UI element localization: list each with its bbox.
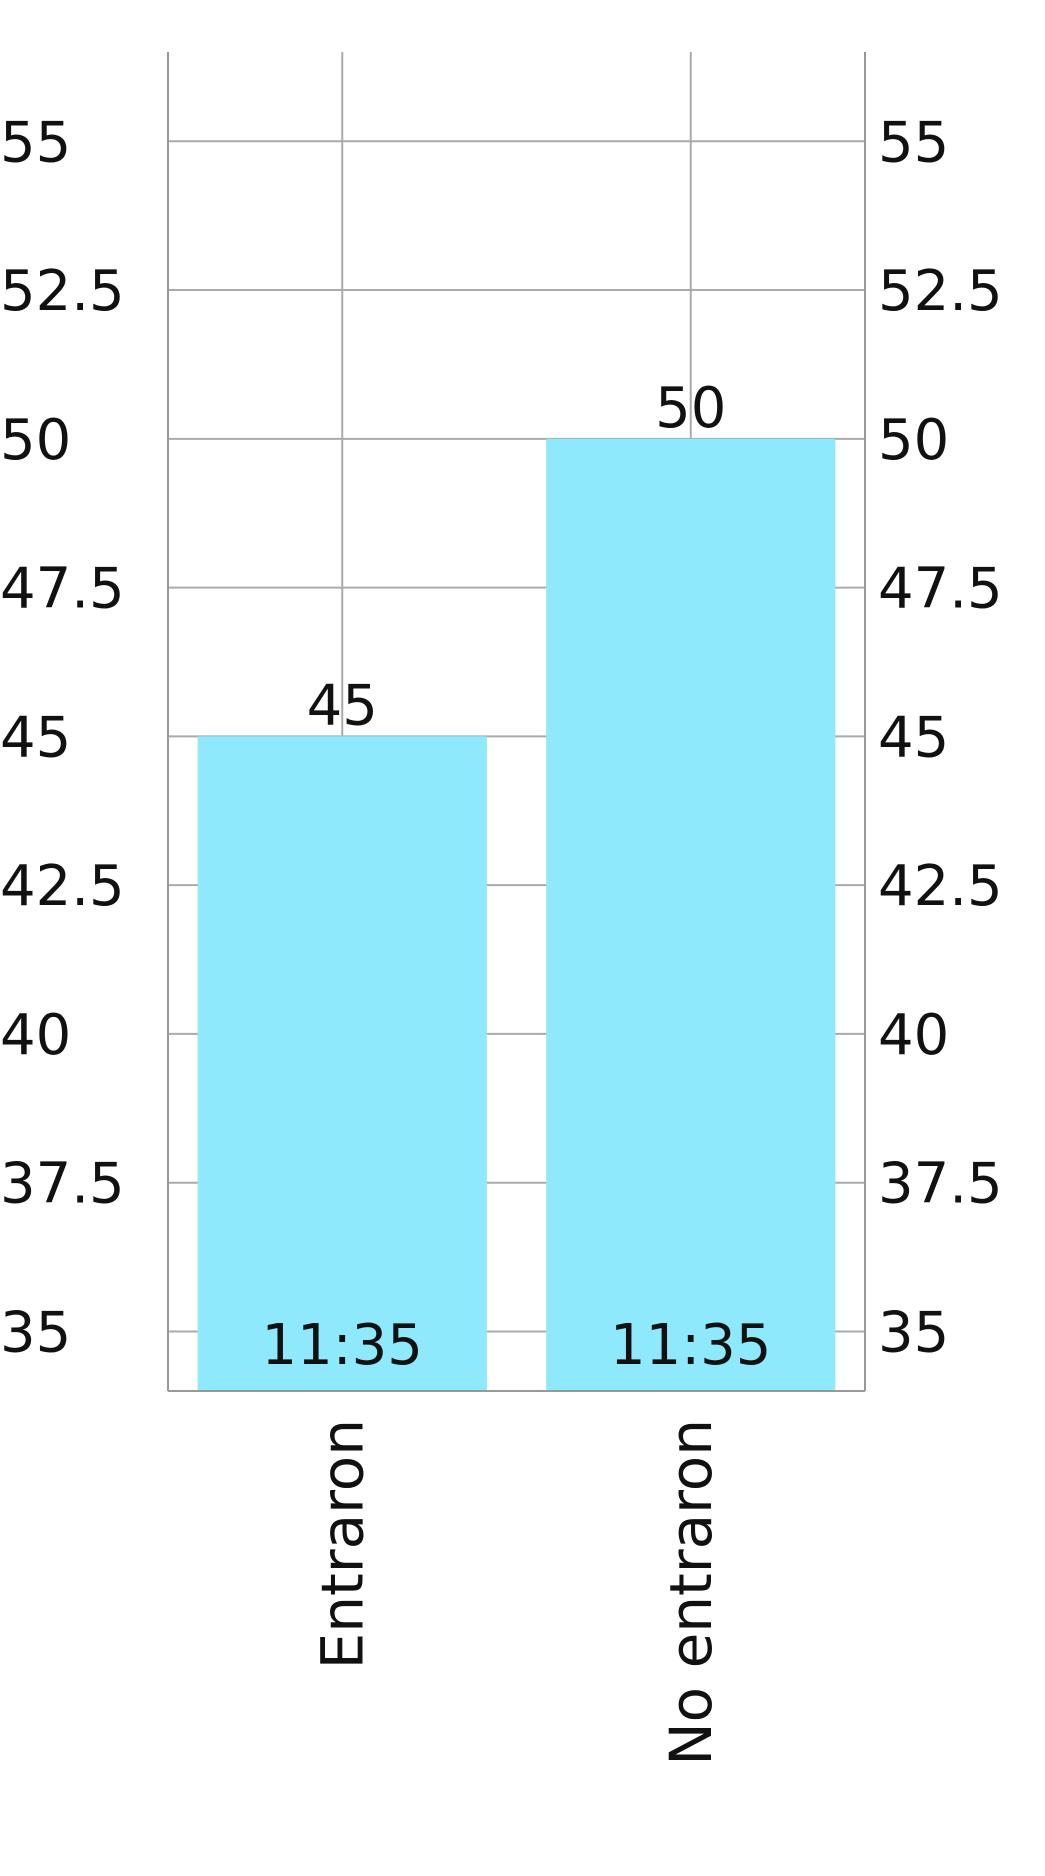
y-tick-label-left: 50 (0, 408, 71, 473)
bar (546, 438, 836, 1391)
x-tick-label: Entraron (308, 1419, 376, 1669)
y-tick-label-left: 40 (0, 1003, 71, 1068)
y-tick-label-right: 40 (878, 1003, 949, 1068)
y-tick-label-right: 50 (878, 408, 949, 473)
y-tick-label-right: 47.5 (878, 557, 1003, 622)
y-tick-label-left: 37.5 (0, 1152, 125, 1217)
y-tick-label-left: 47.5 (0, 557, 125, 622)
y-tick-label-right: 45 (878, 705, 949, 770)
y-tick-label-right: 52.5 (878, 259, 1003, 324)
bars (197, 438, 836, 1391)
y-tick-label-left: 42.5 (0, 854, 125, 919)
y-tick-label-left: 55 (0, 110, 71, 175)
axes (167, 52, 866, 1392)
y-tick-label-left: 35 (0, 1300, 71, 1365)
y-tick-label-left: 52.5 (0, 259, 125, 324)
bar-inner-label: 11:35 (262, 1313, 423, 1378)
y-tick-label-right: 42.5 (878, 854, 1003, 919)
x-axis-categories: Entraron No entraron (308, 1419, 725, 1766)
bar-value-label: 50 (655, 376, 726, 441)
y-axis-right-ticks: 35 37.5 40 42.5 45 47.5 50 52.5 55 (878, 110, 1003, 1365)
y-axis-left-ticks: 35 37.5 40 42.5 45 47.5 50 52.5 55 (0, 110, 125, 1365)
x-tick-label: No entraron (657, 1419, 725, 1766)
value-labels: 45 11:35 50 11:35 (262, 376, 772, 1378)
y-tick-label-right: 35 (878, 1300, 949, 1365)
bar (197, 736, 487, 1391)
y-tick-label-right: 55 (878, 110, 949, 175)
y-tick-label-left: 45 (0, 705, 71, 770)
y-tick-label-right: 37.5 (878, 1152, 1003, 1217)
bar-inner-label: 11:35 (610, 1313, 771, 1378)
bar-value-label: 45 (307, 673, 378, 738)
